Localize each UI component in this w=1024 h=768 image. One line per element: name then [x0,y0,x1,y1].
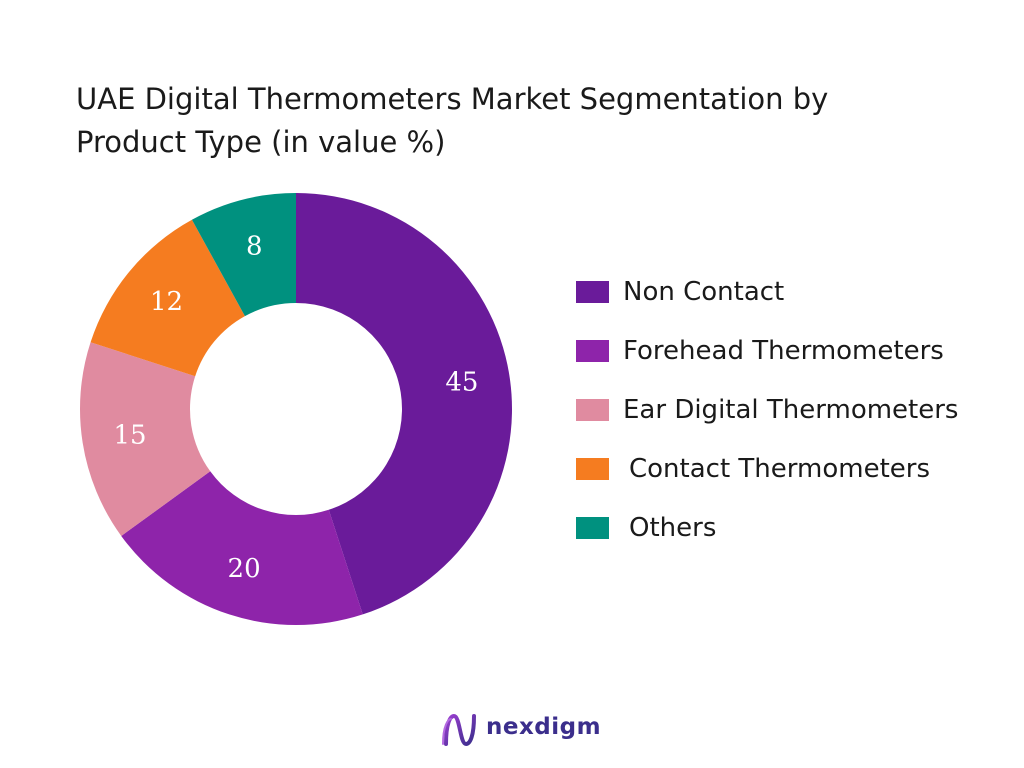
legend-swatch [576,517,609,539]
legend-swatch [576,340,609,362]
legend-swatch [576,399,609,421]
donut-slice-contact-thermometers [90,219,245,377]
donut-slice-non-contact [296,193,513,615]
data-label-ear-digital-thermometers: 15 [114,420,147,450]
data-label-non-contact: 45 [445,368,478,398]
legend-label: Forehead Thermometers [623,336,944,366]
data-label-contact-thermometers: 12 [150,287,183,317]
legend-swatch [576,281,609,303]
brand-name: nexdigm [486,714,602,740]
brand-logo: nexdigm [440,710,601,750]
nexdigm-logo-icon [442,713,476,747]
chart-title: UAE Digital Thermometers Market Segmenta… [76,78,976,164]
legend-label: Others [629,513,717,543]
chart-title-line-2: Product Type (in value %) [76,125,446,159]
legend-swatch [576,458,609,480]
donut-slice-forehead-thermometers [121,471,363,625]
donut-slice-ear-digital-thermometers [80,342,211,536]
legend-label: Non Contact [623,277,785,307]
data-label-others: 8 [246,231,263,261]
chart-title-line-1: UAE Digital Thermometers Market Segmenta… [76,82,829,116]
donut-slice-others [191,193,296,317]
legend-label: Ear Digital Thermometers [623,395,959,425]
data-label-forehead-thermometers: 20 [228,554,261,584]
legend-label: Contact Thermometers [629,454,930,484]
